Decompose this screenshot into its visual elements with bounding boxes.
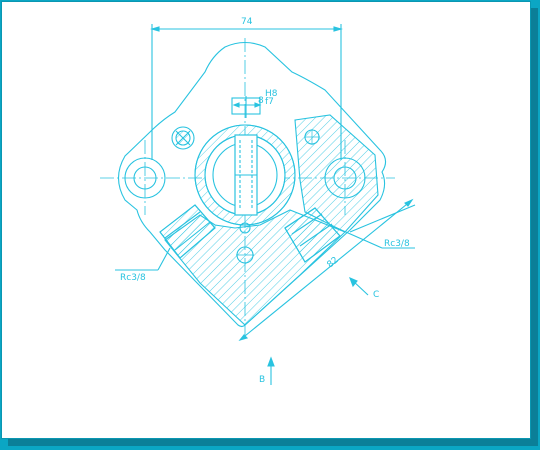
fit-base-label: 8 [258,96,264,106]
port-left-block [159,204,216,259]
small-hole-lower [239,222,251,234]
view-arrow-c [349,276,369,296]
port-left-label: Rc3/8 [120,273,146,283]
dimension-diagonal [238,198,416,342]
view-c-label: C [373,290,379,300]
central-bore [194,96,296,226]
leader-right [329,224,415,249]
mount-hole-left [124,157,166,199]
leader-left [115,247,171,271]
frame-shadow-right [530,8,538,446]
pin-symbol [171,126,195,150]
dim-width-label: 74 [241,17,253,27]
frame-shadow-bottom [8,438,538,446]
view-arrow-b [267,356,275,385]
fit-hole-label: H8 [265,89,278,99]
port-right-label: Rc3/8 [384,239,410,249]
view-b-label: B [259,375,265,385]
section-hatch-right [294,114,379,233]
dimension-fit [232,102,262,108]
mount-hole-right [324,157,366,199]
port-right-block [284,207,341,263]
fit-shaft-label: f7 [265,97,274,107]
body-outline [117,41,387,328]
